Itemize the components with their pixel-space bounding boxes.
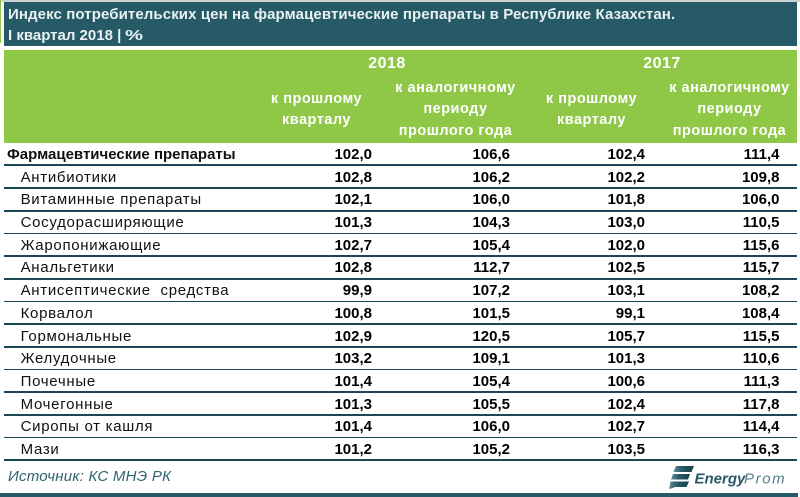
svg-text:Energy: Energy	[695, 471, 747, 488]
svg-text:Prom: Prom	[744, 471, 786, 488]
